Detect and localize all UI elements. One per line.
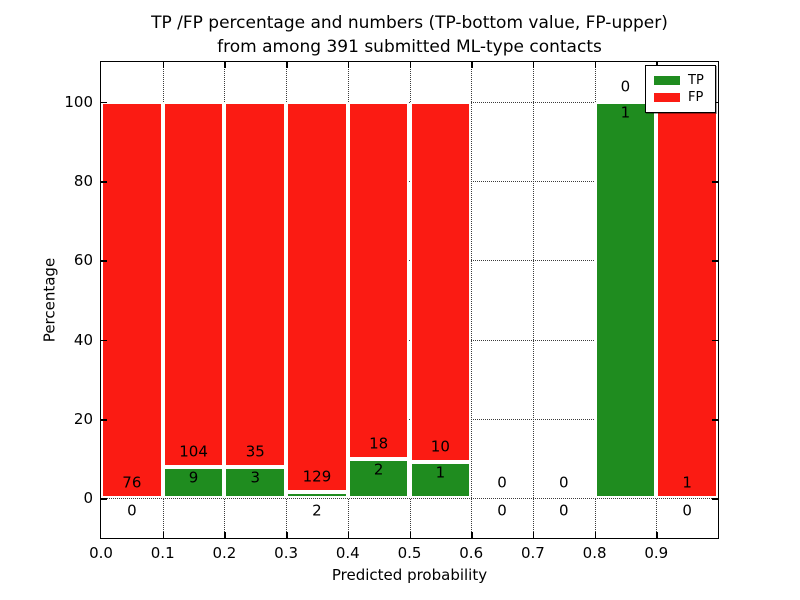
bar-segment-tp: [409, 462, 472, 499]
x-tick-mark: [162, 62, 165, 68]
bar-segment-fp: [286, 101, 348, 493]
fp-count-label: 76: [122, 473, 142, 492]
x-axis-label: Predicted probability: [331, 566, 488, 584]
y-tick-mark: [101, 498, 107, 500]
bar-segment-fp: [224, 101, 287, 468]
legend-item-tp: TP: [654, 72, 715, 89]
x-tick-label: 0.2: [212, 544, 237, 562]
fp-count-label: 10: [430, 437, 450, 456]
legend-item-fp: FP: [654, 89, 715, 106]
y-tick-mark: [712, 498, 718, 500]
y-tick-mark: [101, 419, 107, 421]
x-gridline: [532, 62, 534, 538]
x-tick-mark: [594, 62, 597, 68]
x-tick-label: 0.3: [274, 544, 299, 562]
fp-count-label: 35: [245, 442, 265, 461]
tp-count-label: 2: [373, 460, 384, 479]
bar-segment-tp: [224, 467, 287, 499]
y-axis-label: Percentage: [40, 257, 59, 343]
x-tick-mark: [347, 62, 350, 68]
bar-segment-tp: [347, 458, 410, 499]
x-tick-mark: [224, 62, 226, 68]
bar-segment-fp: [656, 101, 718, 499]
fp-count-label: 0: [620, 77, 631, 96]
x-tick-mark: [471, 532, 473, 538]
legend-label-tp: TP: [688, 73, 704, 88]
x-tick-label: 0.1: [150, 544, 175, 562]
legend: TP FP: [645, 65, 716, 113]
fp-count-label: 18: [369, 434, 389, 453]
x-tick-label: 0.8: [582, 544, 607, 562]
x-tick-label: 0.9: [644, 544, 669, 562]
x-tick-mark: [162, 532, 165, 538]
y-tick-mark: [712, 260, 718, 262]
chart-title-line1: TP /FP percentage and numbers (TP-bottom…: [151, 13, 668, 33]
y-tick-mark: [101, 181, 107, 183]
bar-segment-fp: [162, 101, 225, 467]
fp-count-label: 0: [558, 473, 569, 492]
tp-count-label: 0: [127, 501, 137, 520]
tp-count-label: 3: [250, 468, 261, 487]
x-tick-mark: [471, 62, 473, 68]
y-tick-mark: [712, 181, 718, 183]
y-tick-label: 20: [73, 410, 93, 428]
x-tick-label: 0.5: [397, 544, 422, 562]
y-tick-label: 60: [73, 251, 93, 270]
y-tick-mark: [712, 339, 718, 342]
x-tick-label: 0.0: [89, 544, 113, 562]
y-tick-mark: [101, 339, 107, 342]
y-tick-mark: [712, 419, 718, 421]
fp-count-label: 0: [497, 473, 507, 492]
y-tick-label: 40: [73, 330, 93, 349]
x-tick-mark: [532, 532, 535, 538]
tp-count-label: 9: [188, 468, 199, 487]
y-gridline: [101, 498, 718, 500]
bar-segment-tp: [162, 466, 225, 499]
x-tick-mark: [656, 532, 658, 538]
tp-count-label: 1: [620, 103, 631, 122]
legend-swatch-tp-icon: [654, 76, 680, 85]
x-gridline: [471, 62, 473, 538]
x-tick-mark: [409, 62, 411, 68]
tp-count-label: 0: [497, 501, 507, 520]
x-tick-mark: [409, 532, 411, 538]
plot-area: TP FP 76 0 104 9 35 3 129 2 18 2 10 1 0 0 0 0 0 1 1 0: [100, 61, 719, 539]
tp-count-label: 1: [435, 463, 446, 482]
x-tick-mark: [286, 532, 288, 538]
x-tick-label: 0.7: [520, 544, 545, 562]
tp-count-label: 0: [558, 501, 569, 520]
x-tick-mark: [224, 532, 226, 538]
y-tick-label: 80: [73, 172, 93, 190]
bar-segment-fp: [347, 101, 410, 459]
bar-segment-tp: [594, 101, 657, 499]
x-tick-mark: [347, 532, 350, 538]
x-tick-label: 0.4: [335, 544, 360, 562]
y-tick-label: 100: [64, 92, 93, 111]
y-tick-mark: [101, 260, 107, 262]
chart-title: TP /FP percentage and numbers (TP-bottom…: [101, 11, 718, 59]
chart-title-line2: from among 391 submitted ML-type contact…: [217, 37, 602, 57]
fp-count-label: 129: [302, 467, 332, 486]
y-tick-mark: [101, 101, 107, 104]
x-tick-label: 0.6: [459, 544, 484, 562]
legend-swatch-fp-icon: [654, 93, 680, 102]
y-tick-label: 0: [83, 489, 93, 508]
legend-label-fp: FP: [688, 90, 704, 105]
tp-count-label: 0: [682, 501, 692, 520]
fp-count-label: 1: [682, 473, 692, 492]
fp-count-label: 104: [179, 442, 208, 461]
bar-segment-fp: [101, 101, 163, 499]
bar-segment-fp: [409, 101, 472, 463]
x-tick-mark: [532, 62, 535, 68]
bar-segment-tp: [286, 492, 348, 499]
tp-count-label: 2: [312, 501, 322, 520]
x-tick-mark: [286, 62, 288, 68]
x-tick-mark: [594, 532, 597, 538]
